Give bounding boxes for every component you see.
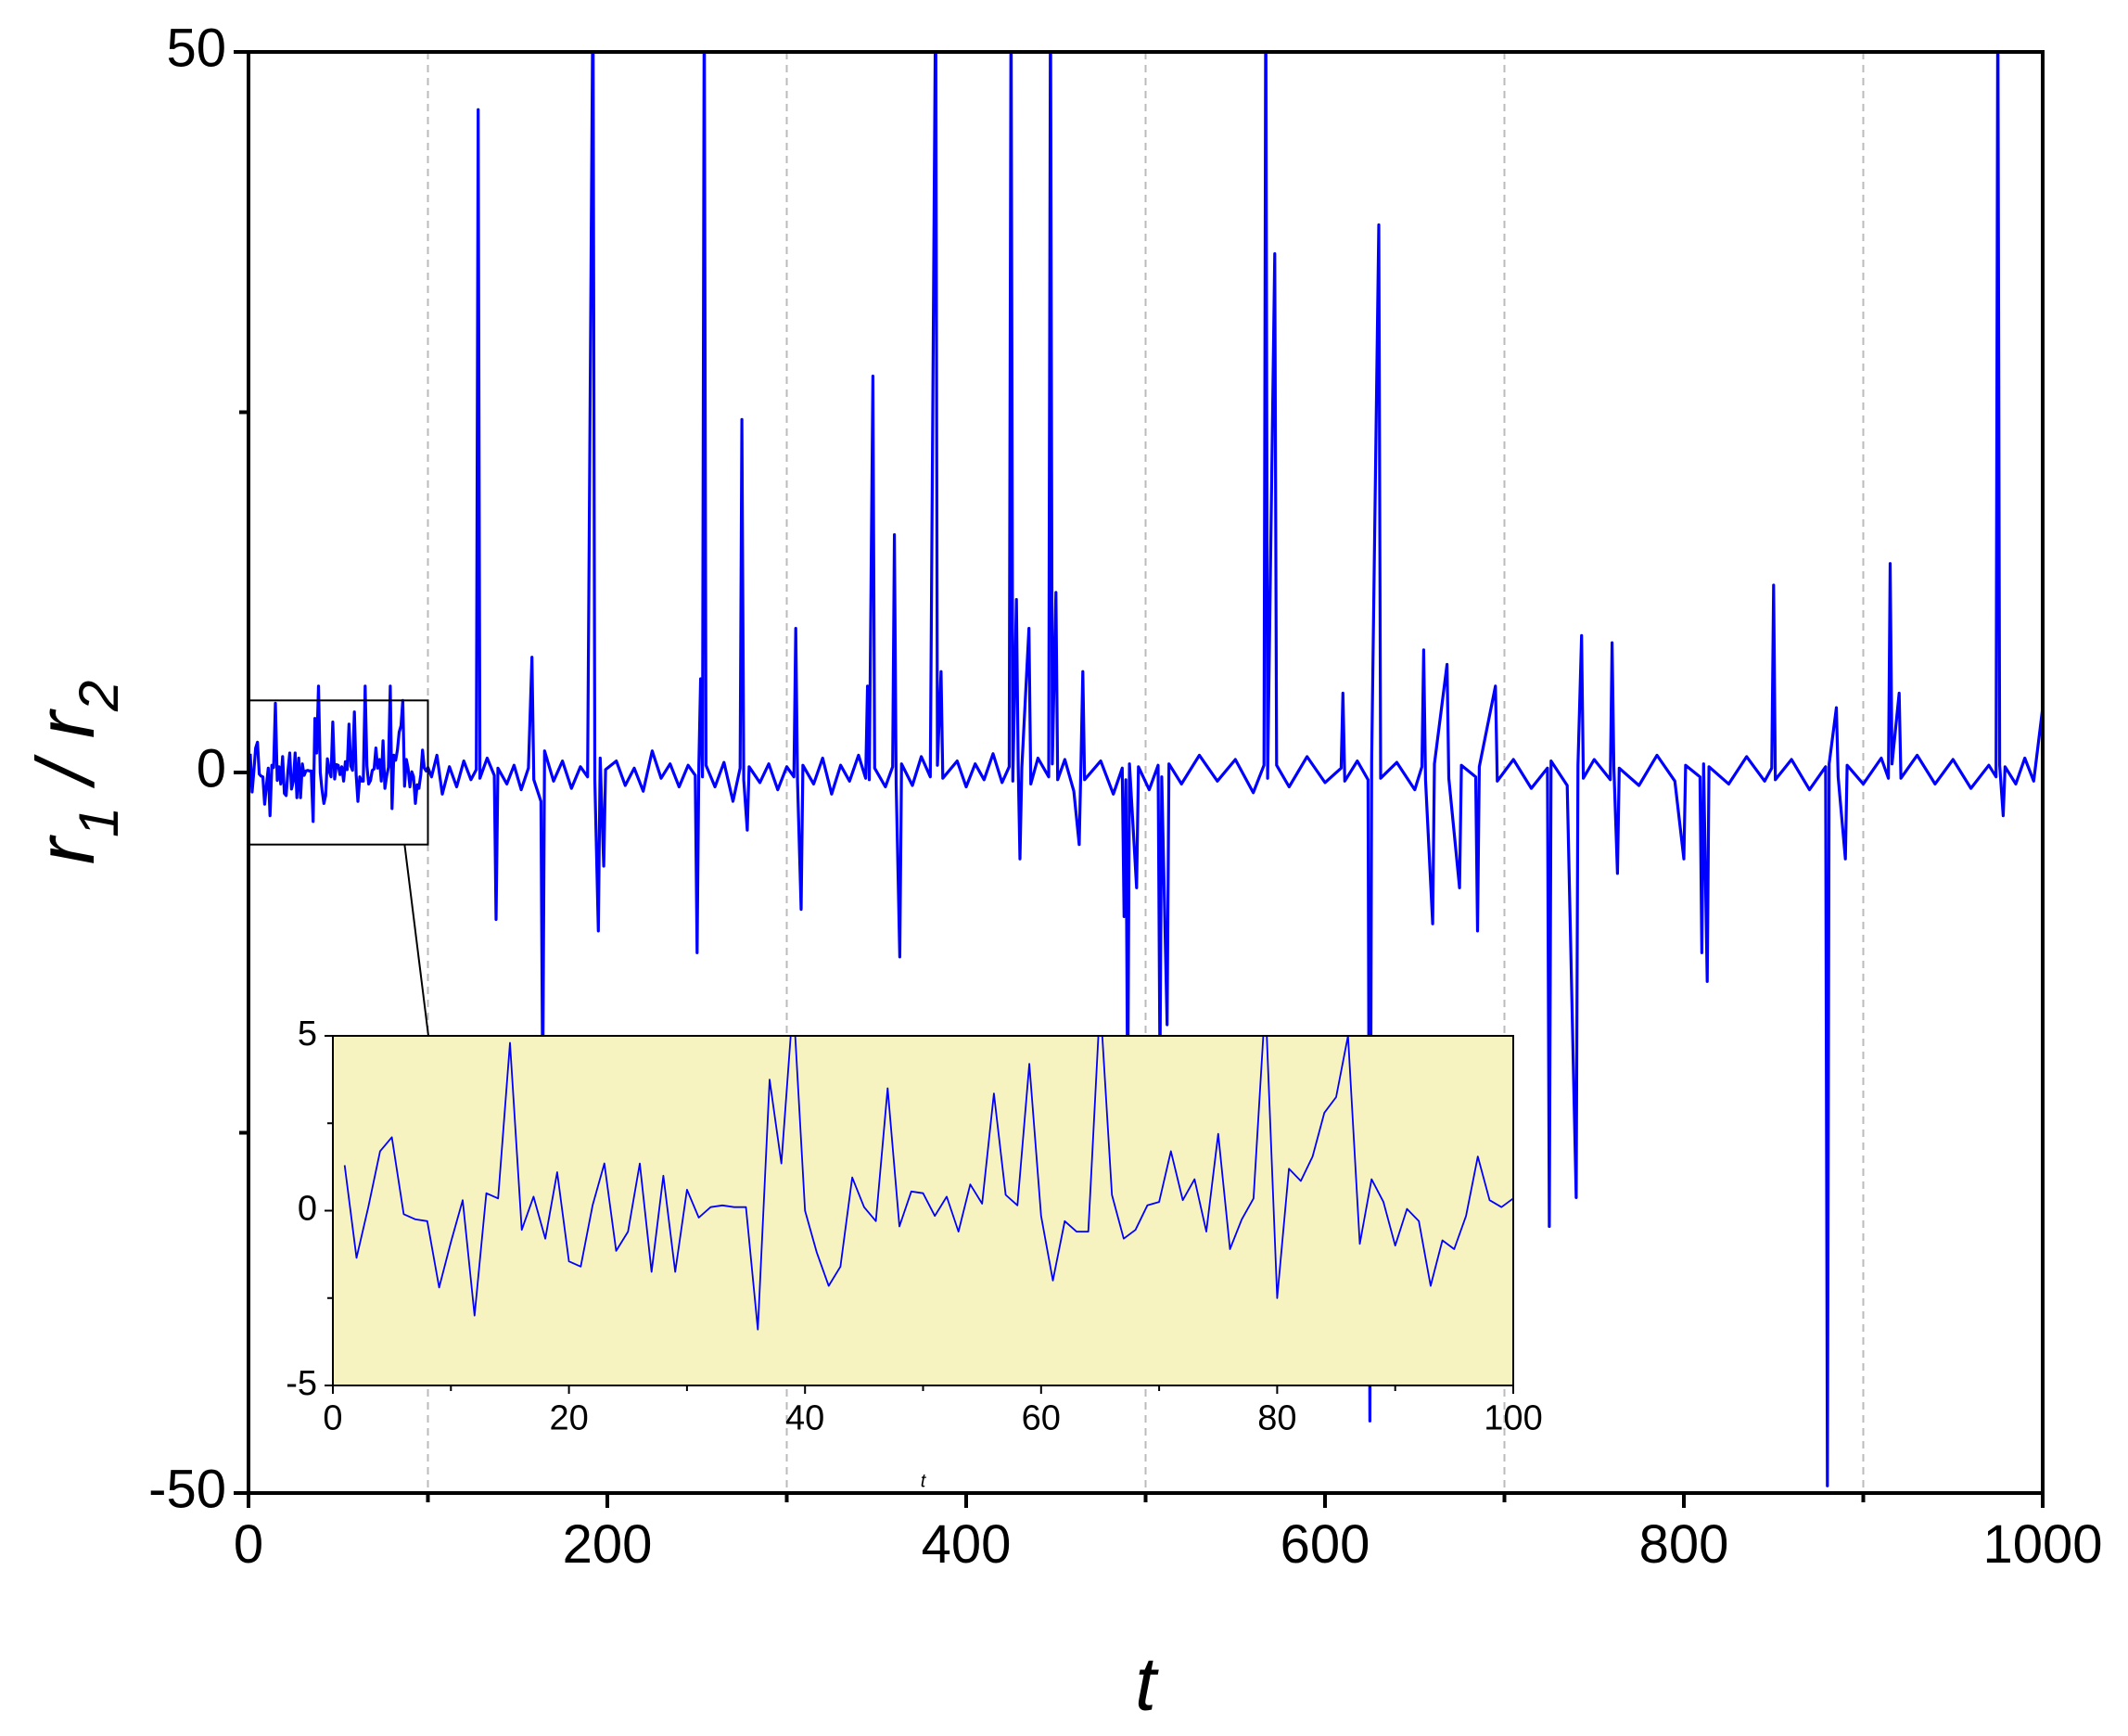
zoom-box [248, 699, 429, 846]
data-line [248, 52, 2043, 1487]
y-axis-label: r1 / r2 [19, 681, 130, 865]
y-axis-label-part: 2 [68, 681, 130, 712]
x-tick-label: 1000 [1982, 1514, 2102, 1575]
x-axis-label: t [921, 1471, 927, 1491]
y-tick-label: 0 [298, 1190, 317, 1229]
x-tick-label: 80 [1257, 1399, 1296, 1438]
y-tick-label: -50 [148, 1459, 226, 1519]
y-axis-label-part: r [19, 834, 111, 864]
y-axis-label-part: / r [19, 708, 111, 806]
plot-background [333, 1036, 1513, 1385]
y-tick-label: 50 [166, 18, 226, 78]
x-tick-label: 200 [563, 1514, 653, 1575]
y-tick-label: 0 [197, 738, 226, 798]
data-line [343, 1036, 1513, 1331]
x-tick-label: 40 [785, 1399, 824, 1438]
x-tick-label: 600 [1281, 1514, 1370, 1575]
x-tick-label: 100 [1484, 1399, 1542, 1438]
x-tick-label: 20 [549, 1399, 588, 1438]
y-tick-label: -5 [286, 1364, 317, 1403]
zoom-connector [403, 844, 429, 1037]
x-tick-label: 800 [1639, 1514, 1729, 1575]
x-tick-label: 400 [922, 1514, 1012, 1575]
x-axis-label: t [1135, 1642, 1159, 1727]
x-tick-label: 60 [1022, 1399, 1061, 1438]
x-tick-label: 0 [323, 1399, 342, 1438]
y-tick-label: 5 [298, 1015, 317, 1053]
x-tick-label: 0 [234, 1514, 263, 1575]
y-axis-label-part: 1 [68, 807, 130, 837]
